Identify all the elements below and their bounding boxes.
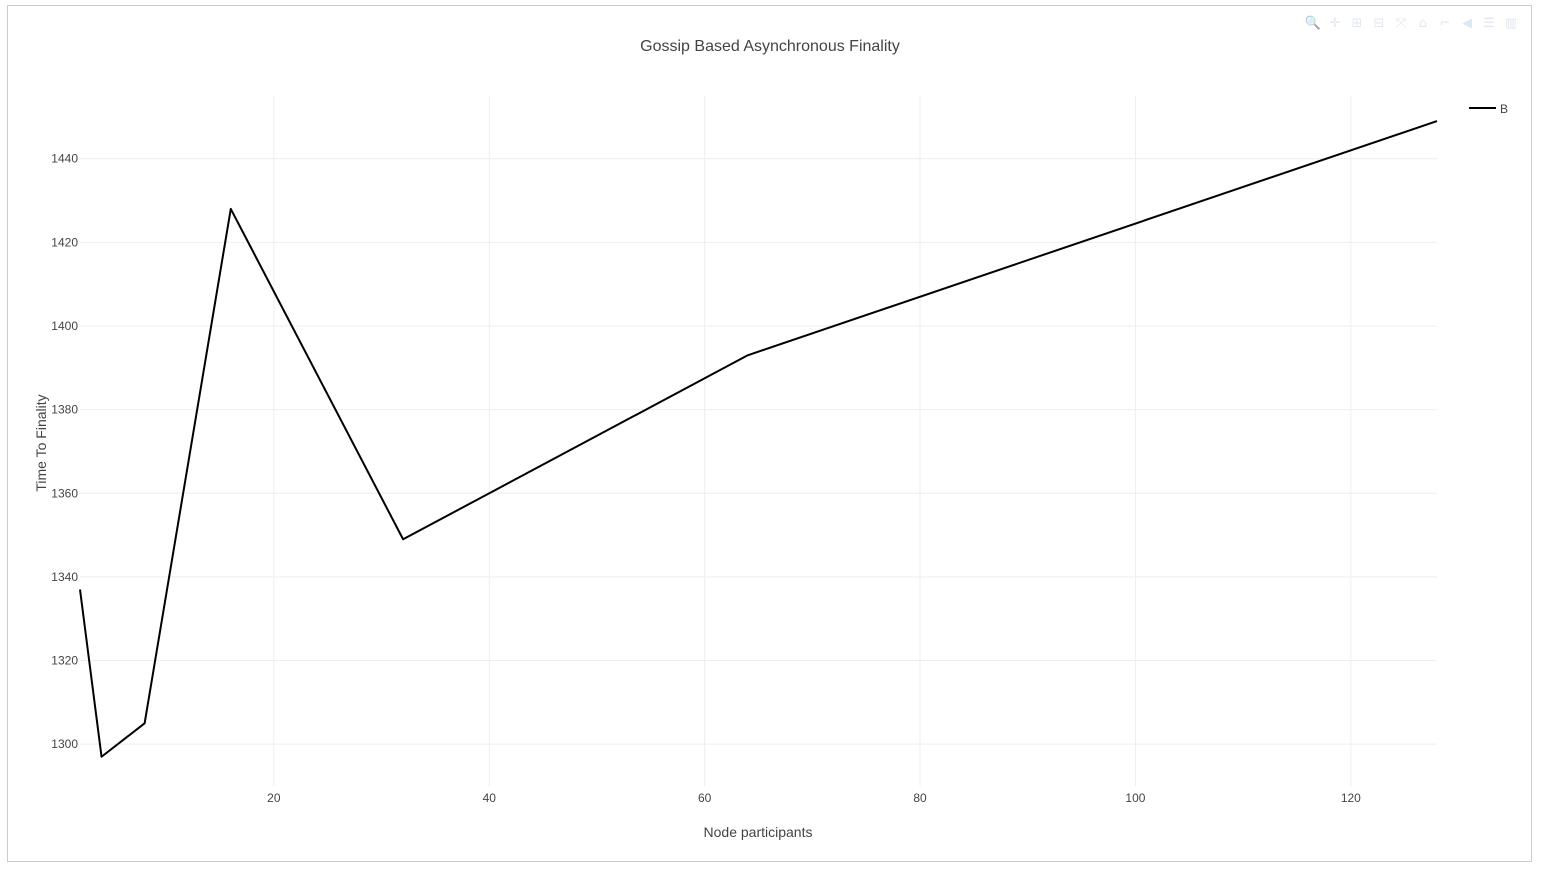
x-tick-label: 120 xyxy=(1341,791,1361,805)
y-axis-title: Time To Finality xyxy=(33,394,49,491)
x-tick-label: 100 xyxy=(1125,791,1145,805)
home-icon[interactable]: ⌂ xyxy=(1418,15,1428,31)
y-tick-label: 1360 xyxy=(51,486,78,500)
zoom-in-icon[interactable]: ⊞ xyxy=(1351,15,1363,31)
y-tick-label: 1380 xyxy=(51,403,78,417)
x-tick-label: 60 xyxy=(698,791,712,805)
series-line-B[interactable] xyxy=(79,120,1438,758)
spike-lines-icon[interactable]: ⌐ xyxy=(1439,15,1451,31)
y-tick-label: 1440 xyxy=(51,152,78,166)
y-tick-label: 1340 xyxy=(51,570,78,584)
pan-icon[interactable]: ✛ xyxy=(1329,15,1341,31)
x-tick-label: 80 xyxy=(913,791,927,805)
hover-compare-icon[interactable]: ☰ xyxy=(1483,15,1495,31)
y-axis-ticks: 1300 1320 1340 1360 1380 1400 1420 1440 xyxy=(51,152,78,751)
x-tick-label: 20 xyxy=(267,791,281,805)
y-tick-label: 1420 xyxy=(51,235,78,249)
legend-label: B xyxy=(1500,102,1508,116)
zoom-out-icon[interactable]: ⊟ xyxy=(1373,15,1385,31)
y-tick-label: 1320 xyxy=(51,654,78,668)
chart-container: 🔍 ✛ ⊞ ⊟ ⤧ ⌂ ⌐ ◀ ☰ ▥ xyxy=(7,5,1532,862)
autoscale-icon[interactable]: ⤧ xyxy=(1395,15,1407,31)
y-tick-label: 1300 xyxy=(51,737,78,751)
legend[interactable]: B xyxy=(1469,102,1508,116)
series-layer[interactable] xyxy=(79,120,1438,758)
chart-title: Gossip Based Asynchronous Finality xyxy=(640,38,900,55)
modebar-toolbar: 🔍 ✛ ⊞ ⊟ ⤧ ⌂ ⌐ ◀ ☰ ▥ xyxy=(1305,15,1519,31)
hover-closest-icon[interactable]: ◀ xyxy=(1462,15,1472,31)
x-axis-ticks: 20 40 60 80 100 120 xyxy=(267,791,1361,805)
x-axis-title: Node participants xyxy=(704,824,813,840)
plotly-logo-icon[interactable]: ▥ xyxy=(1504,15,1518,31)
grid-lines xyxy=(80,96,1437,786)
x-tick-label: 40 xyxy=(483,791,497,805)
y-tick-label: 1400 xyxy=(51,319,78,333)
zoom-icon[interactable]: 🔍 xyxy=(1304,15,1322,31)
